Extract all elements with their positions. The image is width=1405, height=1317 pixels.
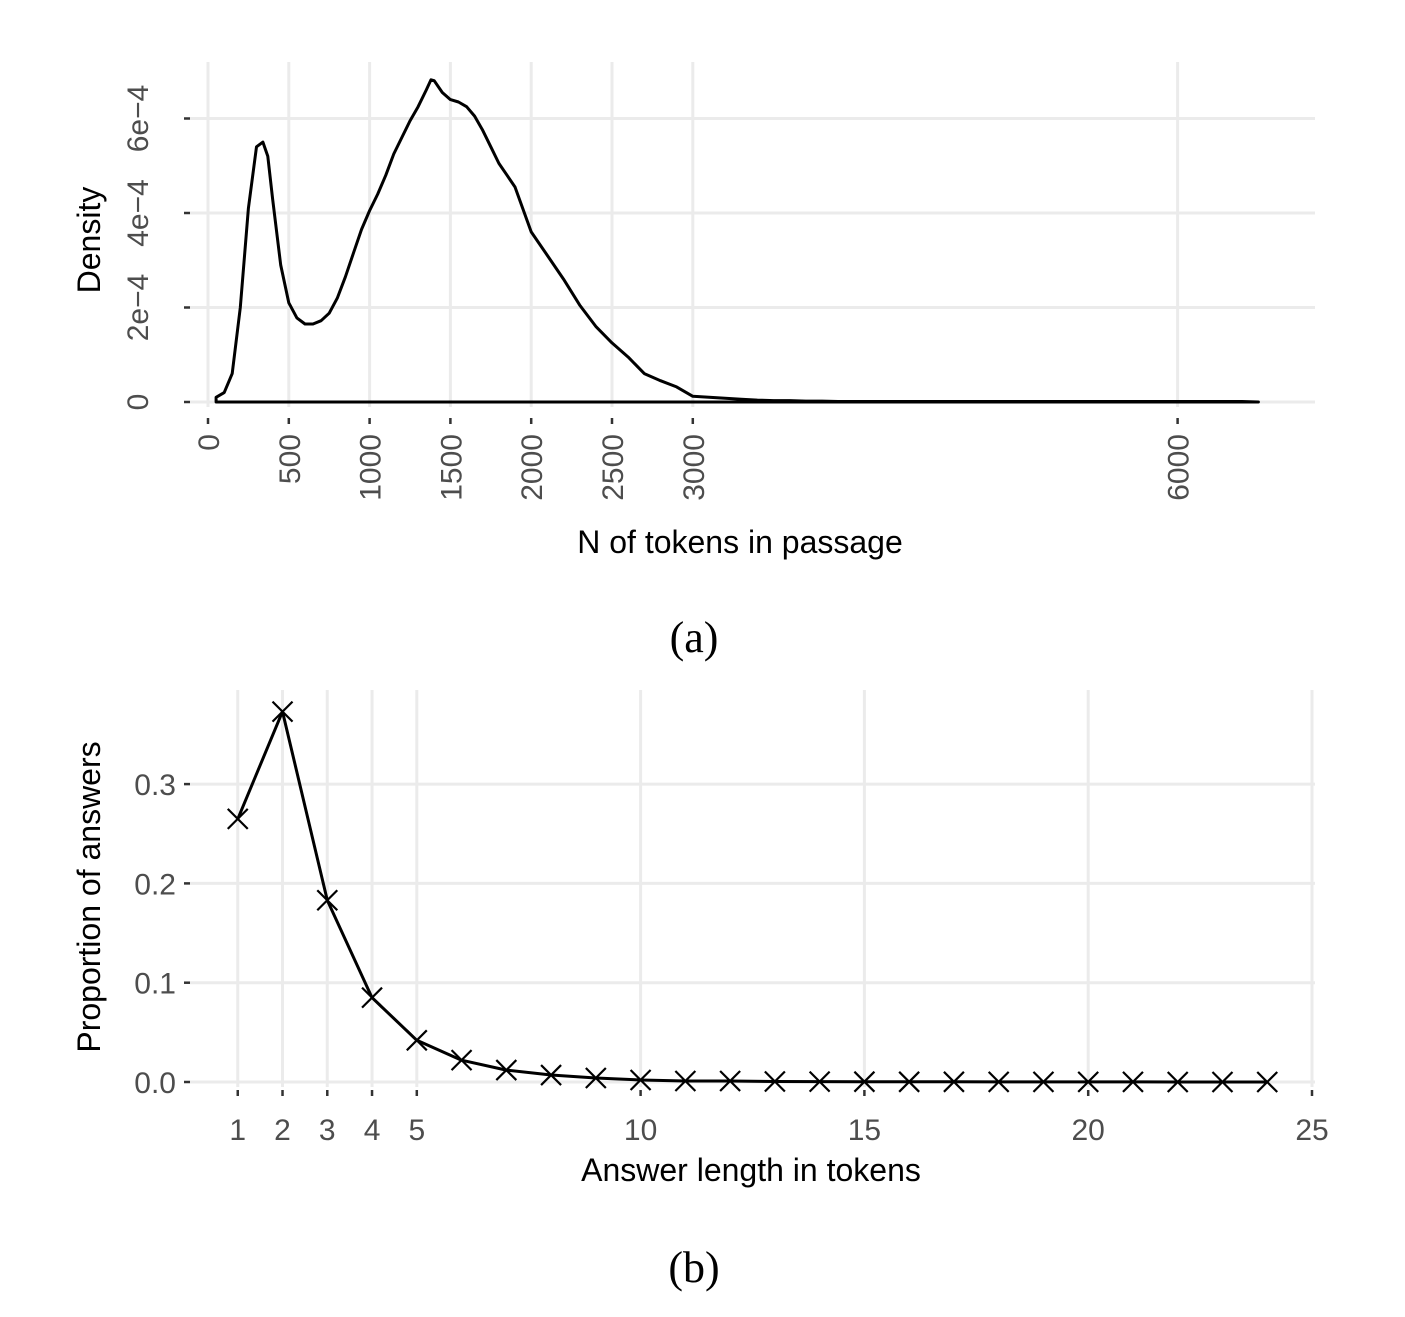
density-x-tick-label: 2500 [597, 434, 630, 501]
answer-length-x-tick-label: 3 [319, 1114, 336, 1147]
density-curve [216, 80, 1258, 402]
answer-length-point [452, 1050, 472, 1070]
answer-length-x-tick-label: 25 [1295, 1114, 1328, 1147]
answer-length-grid [190, 690, 1315, 1087]
caption-b: (b) [668, 1243, 719, 1292]
density-x-tick-label: 1500 [435, 434, 468, 501]
density-x-tick-label: 500 [274, 434, 307, 484]
answer-length-y-tick-label: 0.3 [134, 769, 176, 802]
answer-length-y-tick-label: 0.2 [134, 868, 176, 901]
density-y-tick-label: 4e−4 [122, 179, 155, 247]
density-y-tick-label: 6e−4 [122, 85, 155, 153]
density-x-axis-title: N of tokens in passage [577, 524, 903, 560]
density-x-tick-label: 6000 [1163, 434, 1196, 501]
answer-length-y-axis-title: Proportion of answers [71, 741, 107, 1052]
density-y-ticks: 0 2e−4 4e−4 6e−4 [122, 85, 190, 411]
density-panel: 0 2e−4 4e−4 6e−4 0 500 1000 1500 2000 2500 3000 60… [71, 62, 1315, 662]
answer-length-panel: 0.0 0.1 0.2 0.3 1 2 3 4 5 10 15 20 25 Proportion of… [71, 690, 1329, 1292]
density-x-ticks: 0 500 1000 1500 2000 2500 3000 6000 [193, 418, 1196, 501]
density-y-axis-title: Density [71, 187, 107, 294]
density-x-tick-label: 2000 [516, 434, 549, 501]
answer-length-x-tick-label: 20 [1072, 1114, 1105, 1147]
caption-a: (a) [670, 613, 719, 662]
density-x-tick-label: 1000 [355, 434, 388, 501]
density-x-tick-label: 0 [193, 434, 226, 451]
answer-length-x-tick-label: 1 [229, 1114, 246, 1147]
answer-length-x-tick-label: 15 [848, 1114, 881, 1147]
density-y-tick-label: 0 [122, 394, 155, 411]
answer-length-x-tick-label: 2 [274, 1114, 291, 1147]
answer-length-y-ticks: 0.0 0.1 0.2 0.3 [134, 769, 190, 1100]
density-x-tick-label: 3000 [678, 434, 711, 501]
answer-length-y-tick-label: 0.0 [134, 1067, 176, 1100]
answer-length-y-tick-label: 0.1 [134, 968, 176, 1001]
answer-length-x-ticks: 1 2 3 4 5 10 15 20 25 [229, 1090, 1328, 1147]
answer-length-x-tick-label: 5 [408, 1114, 425, 1147]
answer-length-line [238, 712, 1267, 1082]
answer-length-markers [228, 702, 1277, 1092]
density-y-tick-label: 2e−4 [122, 274, 155, 342]
answer-length-x-axis-title: Answer length in tokens [581, 1152, 921, 1188]
answer-length-x-tick-label: 10 [624, 1114, 657, 1147]
answer-length-x-tick-label: 4 [364, 1114, 381, 1147]
